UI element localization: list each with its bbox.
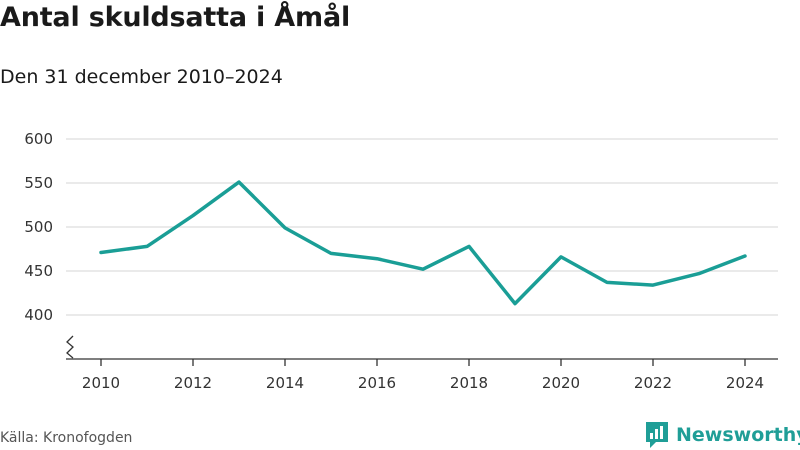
x-tick-label: 2010 <box>82 374 120 392</box>
x-tick-label: 2022 <box>634 374 672 392</box>
y-tick-label: 450 <box>24 262 53 280</box>
zigzag-axis-break-icon <box>66 335 74 359</box>
x-tick-label: 2024 <box>726 374 764 392</box>
chart-title: Antal skuldsatta i Åmål <box>0 2 351 33</box>
x-tick-label: 2018 <box>450 374 488 392</box>
y-tick-label: 550 <box>24 174 53 192</box>
bar-chart-speech-bubble-icon <box>646 422 668 448</box>
chart-subtitle: Den 31 december 2010–2024 <box>0 66 283 88</box>
x-tick-label: 2016 <box>358 374 396 392</box>
series-line <box>99 180 747 306</box>
newsworthy-brand[interactable]: Newsworthy <box>644 420 800 450</box>
y-tick-label: 600 <box>24 130 53 148</box>
brand-name: Newsworthy <box>676 424 800 446</box>
x-tick-label: 2014 <box>266 374 304 392</box>
x-tick-label: 2012 <box>174 374 212 392</box>
x-tick-label: 2020 <box>542 374 580 392</box>
y-tick-label: 500 <box>24 218 53 236</box>
source-note: Källa: Kronofogden <box>0 430 133 446</box>
y-tick-label: 400 <box>24 306 53 324</box>
